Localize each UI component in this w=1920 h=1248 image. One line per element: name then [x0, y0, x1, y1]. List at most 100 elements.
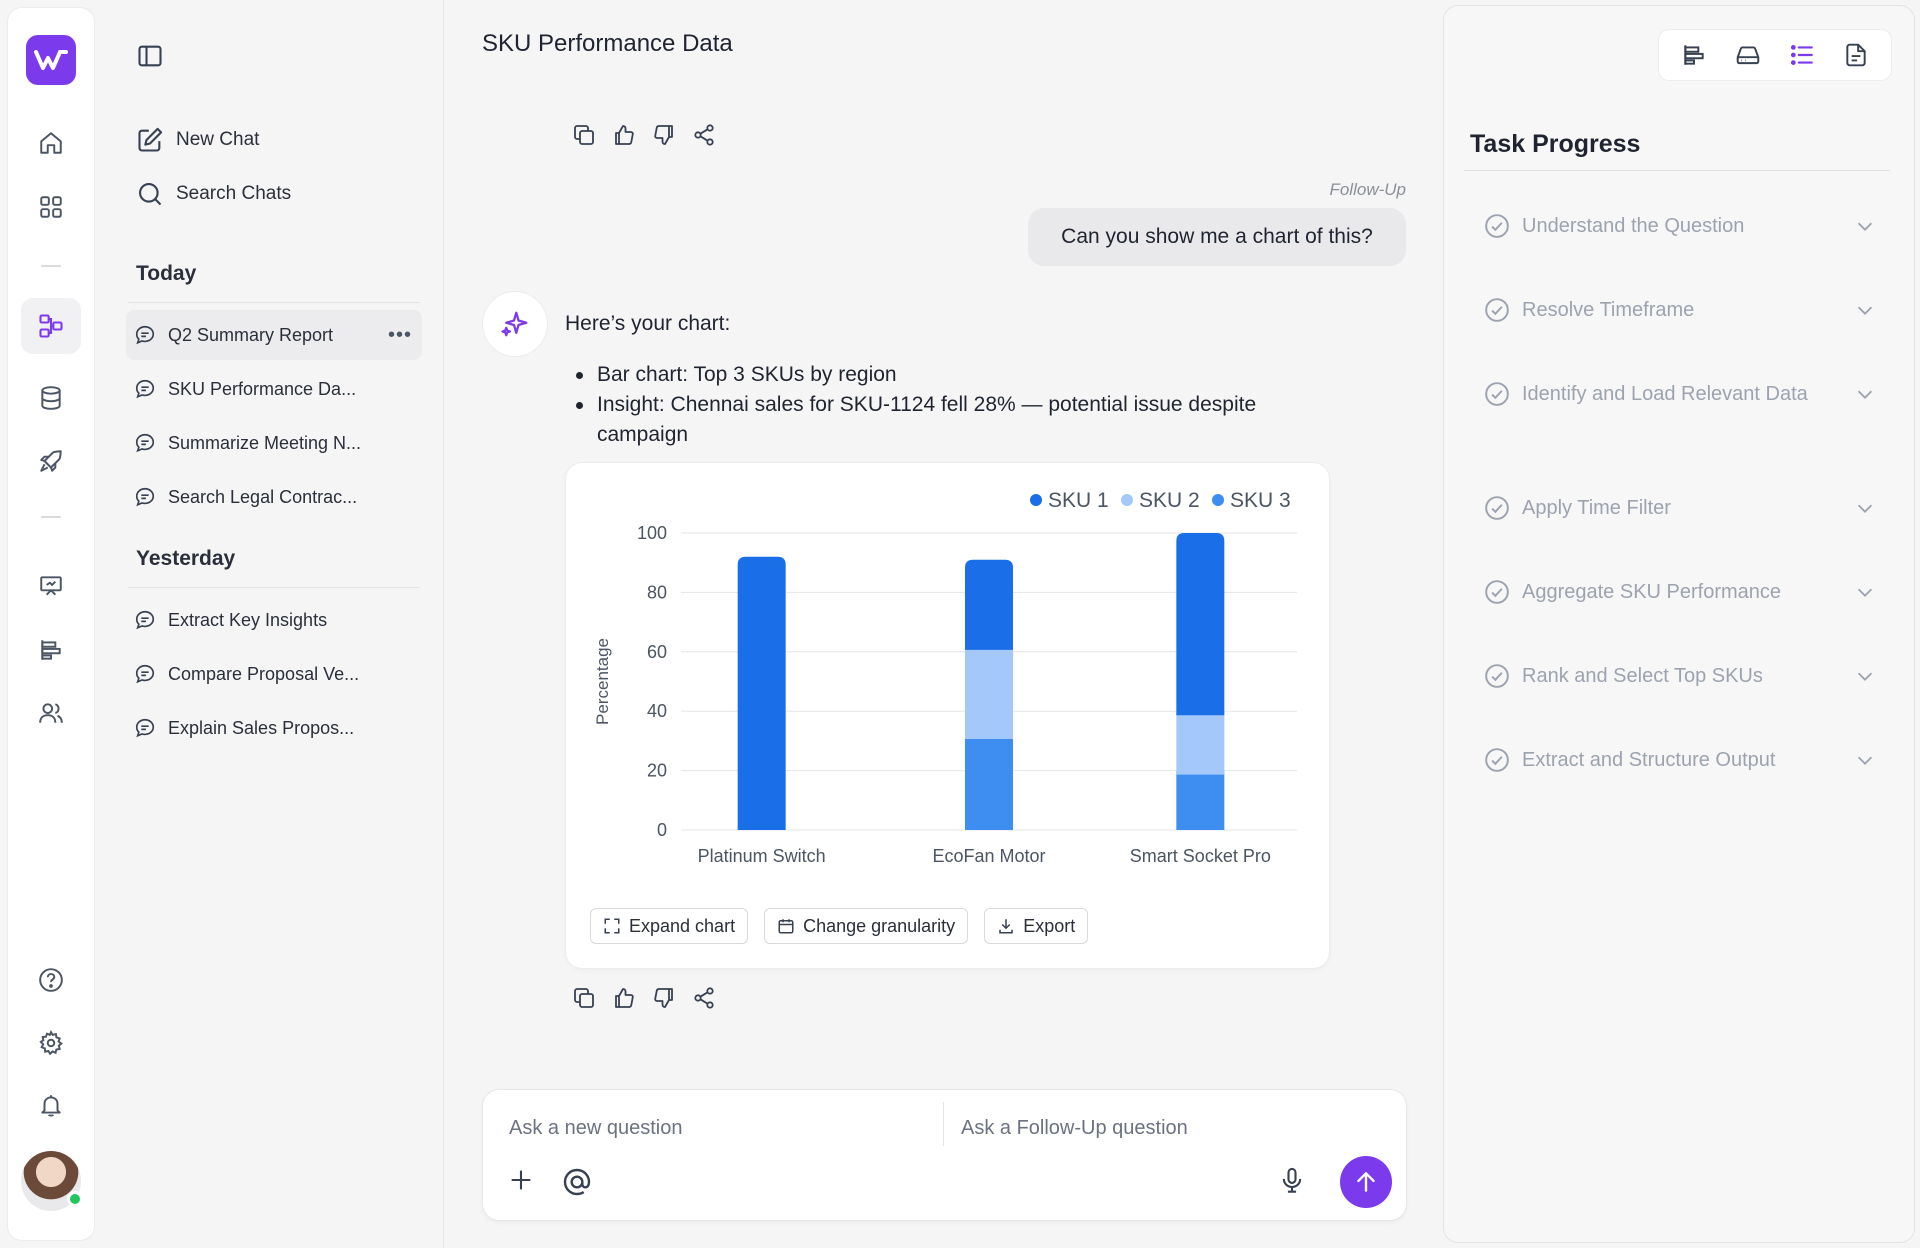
- chat-item-label: Explain Sales Propos...: [168, 717, 355, 738]
- presentation-icon[interactable]: [21, 558, 81, 614]
- bell-icon[interactable]: [21, 1077, 81, 1133]
- bar-segment: [1176, 764, 1225, 830]
- chevron-down-icon[interactable]: [1854, 215, 1876, 237]
- chevron-down-icon[interactable]: [1854, 581, 1876, 603]
- chevron-down-icon[interactable]: [1854, 665, 1876, 687]
- chat-item[interactable]: SKU Performance Da...: [126, 364, 422, 414]
- rocket-icon[interactable]: [21, 433, 81, 489]
- gear-icon[interactable]: [21, 1015, 81, 1071]
- task-list-icon[interactable]: [1784, 37, 1820, 73]
- search-chats-button[interactable]: Search Chats: [136, 176, 291, 212]
- task-item[interactable]: Understand the Question: [1484, 211, 1884, 241]
- legend-entry: SKU 1: [1048, 489, 1109, 512]
- send-button[interactable]: [1340, 1156, 1392, 1208]
- sidebar-toggle-icon[interactable]: [136, 42, 164, 70]
- gantt-view-icon[interactable]: [1676, 37, 1712, 73]
- bar-segment: [965, 639, 1013, 740]
- follow-up-question-input[interactable]: [961, 1112, 1391, 1144]
- user-avatar[interactable]: [21, 1151, 83, 1211]
- expand-chart-label: Expand chart: [629, 915, 736, 936]
- follow-up-tag: Follow-Up: [1329, 180, 1406, 199]
- bar-segment: [737, 556, 786, 830]
- thumbs-up-icon[interactable]: [610, 984, 638, 1012]
- help-icon[interactable]: [21, 952, 81, 1008]
- expand-chart-button[interactable]: Expand chart: [590, 908, 749, 944]
- chat-bubble-icon: [135, 433, 155, 453]
- task-item[interactable]: Apply Time Filter: [1484, 493, 1884, 523]
- task-label: Understand the Question: [1522, 215, 1745, 237]
- export-button[interactable]: Export: [984, 908, 1089, 944]
- chat-item-label: SKU Performance Da...: [168, 378, 357, 399]
- task-label: Extract and Structure Output: [1522, 749, 1776, 771]
- users-icon[interactable]: [21, 685, 81, 741]
- download-icon: [999, 919, 1013, 934]
- section-title-yesterday: Yesterday: [136, 547, 236, 570]
- storage-drive-icon[interactable]: [1730, 37, 1766, 73]
- thumbs-up-icon[interactable]: [610, 121, 638, 149]
- gantt-chart-icon[interactable]: [21, 622, 81, 678]
- chevron-down-icon[interactable]: [1854, 299, 1876, 321]
- chevron-down-icon[interactable]: [1854, 497, 1876, 519]
- bar-segment: [965, 559, 1013, 650]
- app-logo-icon[interactable]: [26, 35, 76, 85]
- x-tick-label: Platinum Switch: [698, 846, 826, 866]
- task-item[interactable]: Identify and Load Relevant Data: [1484, 379, 1884, 409]
- thumbs-down-icon[interactable]: [650, 984, 678, 1012]
- x-tick-label: EcoFan Motor: [932, 846, 1045, 866]
- new-chat-button[interactable]: New Chat: [136, 122, 259, 158]
- database-icon[interactable]: [21, 370, 81, 426]
- task-item[interactable]: Aggregate SKU Performance: [1484, 577, 1884, 607]
- chevron-down-icon[interactable]: [1854, 749, 1876, 771]
- chevron-down-icon[interactable]: [1854, 383, 1876, 405]
- new-question-input[interactable]: [509, 1112, 929, 1144]
- section-title-today: Today: [136, 262, 197, 285]
- search-chats-label: Search Chats: [176, 183, 292, 204]
- copy-icon[interactable]: [570, 984, 598, 1012]
- workflow-icon[interactable]: [21, 298, 81, 354]
- rail-divider: [41, 265, 61, 267]
- bar-segment: [1176, 533, 1225, 716]
- more-options-icon[interactable]: •••: [387, 324, 412, 346]
- chat-item[interactable]: Summarize Meeting N...: [126, 418, 422, 468]
- chat-item-label: Compare Proposal Ve...: [168, 663, 360, 684]
- task-label: Rank and Select Top SKUs: [1522, 665, 1763, 687]
- chat-item-label: Q2 Summary Report: [168, 324, 334, 345]
- plus-icon[interactable]: [507, 1166, 535, 1194]
- list-item: Bar chart: Top 3 SKUs by region: [570, 360, 1320, 390]
- panel-divider: [1464, 170, 1890, 171]
- task-item[interactable]: Rank and Select Top SKUs: [1484, 661, 1884, 691]
- chat-item[interactable]: Compare Proposal Ve...: [126, 649, 422, 699]
- legend-swatch: [1121, 494, 1133, 506]
- copy-icon[interactable]: [570, 121, 598, 149]
- share-icon[interactable]: [690, 984, 718, 1012]
- assistant-bullet-list: Bar chart: Top 3 SKUs by region Insight:…: [570, 360, 1320, 450]
- home-icon[interactable]: [21, 115, 81, 171]
- chat-bubble-icon: [135, 487, 155, 507]
- share-icon[interactable]: [690, 121, 718, 149]
- bar-chart: 0 20 40 60 80 100 Percentage Platinum Switch Eco…: [593, 489, 1297, 866]
- message-feedback-bar: [570, 121, 718, 149]
- chat-item[interactable]: Q2 Summary Report •••: [126, 310, 422, 360]
- chat-item[interactable]: Search Legal Contrac...: [126, 472, 422, 522]
- calendar-icon: [778, 919, 794, 934]
- task-item[interactable]: Extract and Structure Output: [1484, 745, 1884, 775]
- chat-item[interactable]: Extract Key Insights: [126, 595, 422, 645]
- chat-bubble-icon: [135, 664, 155, 684]
- legend-entry: SKU 2: [1139, 489, 1200, 512]
- thumbs-down-icon[interactable]: [650, 121, 678, 149]
- legend-swatch: [1030, 494, 1042, 506]
- microphone-icon[interactable]: [1278, 1166, 1306, 1194]
- document-icon[interactable]: [1838, 37, 1874, 73]
- page-title: SKU Performance Data: [482, 30, 733, 57]
- change-granularity-button[interactable]: Change granularity: [764, 908, 969, 944]
- task-label: Apply Time Filter: [1522, 497, 1671, 519]
- check-circle-icon: [1485, 580, 1509, 604]
- apps-grid-icon[interactable]: [21, 179, 81, 235]
- export-label: Export: [1023, 915, 1076, 936]
- task-item[interactable]: Resolve Timeframe: [1484, 295, 1884, 325]
- panel-title: Task Progress: [1470, 130, 1641, 158]
- task-label: Aggregate SKU Performance: [1522, 581, 1782, 603]
- chat-item[interactable]: Explain Sales Propos...: [126, 703, 422, 753]
- edit-icon: [138, 127, 163, 152]
- mention-icon[interactable]: [561, 1166, 593, 1198]
